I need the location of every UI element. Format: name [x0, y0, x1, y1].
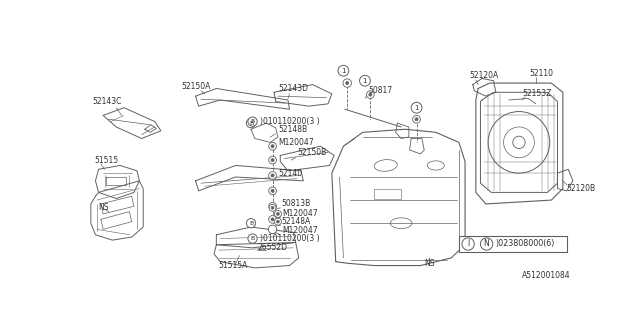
Circle shape: [271, 206, 274, 209]
Circle shape: [275, 211, 282, 217]
Text: 1: 1: [363, 78, 367, 84]
Circle shape: [276, 212, 279, 215]
Circle shape: [269, 142, 276, 150]
Circle shape: [271, 158, 274, 162]
Text: NS: NS: [424, 259, 435, 268]
Circle shape: [367, 91, 374, 99]
Circle shape: [360, 75, 371, 86]
Text: M120047: M120047: [282, 227, 317, 236]
Text: 26552D: 26552D: [257, 243, 287, 252]
Text: 52120B: 52120B: [566, 184, 596, 193]
Circle shape: [343, 79, 351, 87]
Circle shape: [338, 65, 349, 76]
Text: 1: 1: [341, 68, 346, 74]
Text: 52153Z: 52153Z: [522, 89, 552, 98]
Circle shape: [411, 102, 422, 113]
Circle shape: [346, 82, 349, 84]
Circle shape: [269, 156, 276, 164]
Text: )010110200(3 ): )010110200(3 ): [260, 234, 320, 243]
Circle shape: [269, 215, 276, 223]
Text: 52143C: 52143C: [92, 97, 122, 106]
Text: )023808000(6): )023808000(6): [496, 239, 556, 249]
Circle shape: [513, 136, 525, 148]
Circle shape: [271, 205, 274, 208]
Text: 52120A: 52120A: [470, 71, 499, 80]
Text: 51515A: 51515A: [219, 261, 248, 270]
Text: 50817: 50817: [368, 86, 392, 95]
Circle shape: [413, 116, 420, 123]
Text: M120047: M120047: [282, 210, 317, 219]
Circle shape: [462, 238, 474, 250]
Text: 52148A: 52148A: [282, 217, 311, 226]
Text: NS: NS: [99, 203, 109, 212]
Circle shape: [248, 117, 257, 126]
Text: 1: 1: [414, 105, 419, 111]
Text: 52143D: 52143D: [279, 84, 308, 93]
Circle shape: [269, 187, 276, 195]
Circle shape: [269, 203, 276, 210]
Text: B: B: [249, 221, 253, 226]
Text: N: N: [484, 239, 490, 249]
Text: I: I: [467, 239, 469, 249]
Text: B: B: [250, 236, 255, 241]
Circle shape: [275, 218, 282, 225]
Text: B: B: [249, 121, 253, 125]
Circle shape: [415, 118, 418, 121]
Circle shape: [271, 189, 274, 192]
Circle shape: [481, 238, 493, 250]
Circle shape: [246, 219, 255, 228]
Circle shape: [268, 225, 276, 234]
Text: 52150A: 52150A: [182, 82, 211, 91]
Text: 52148B: 52148B: [278, 125, 307, 134]
Text: 51515: 51515: [94, 156, 118, 164]
Text: 50813B: 50813B: [282, 199, 311, 208]
Circle shape: [369, 93, 372, 96]
Circle shape: [271, 174, 274, 177]
Circle shape: [271, 145, 274, 148]
Text: 52150B: 52150B: [297, 148, 326, 157]
Text: 52110: 52110: [530, 68, 554, 77]
FancyBboxPatch shape: [459, 236, 566, 252]
Text: A512001084: A512001084: [522, 271, 570, 280]
Text: 52140: 52140: [278, 169, 302, 178]
Circle shape: [248, 234, 257, 243]
Circle shape: [246, 118, 255, 128]
Circle shape: [271, 218, 274, 221]
Circle shape: [269, 204, 276, 211]
Text: )010110200(3 ): )010110200(3 ): [260, 117, 320, 126]
Circle shape: [269, 172, 276, 179]
Text: B: B: [250, 119, 255, 124]
Circle shape: [276, 220, 279, 223]
Text: M120047: M120047: [278, 138, 314, 147]
